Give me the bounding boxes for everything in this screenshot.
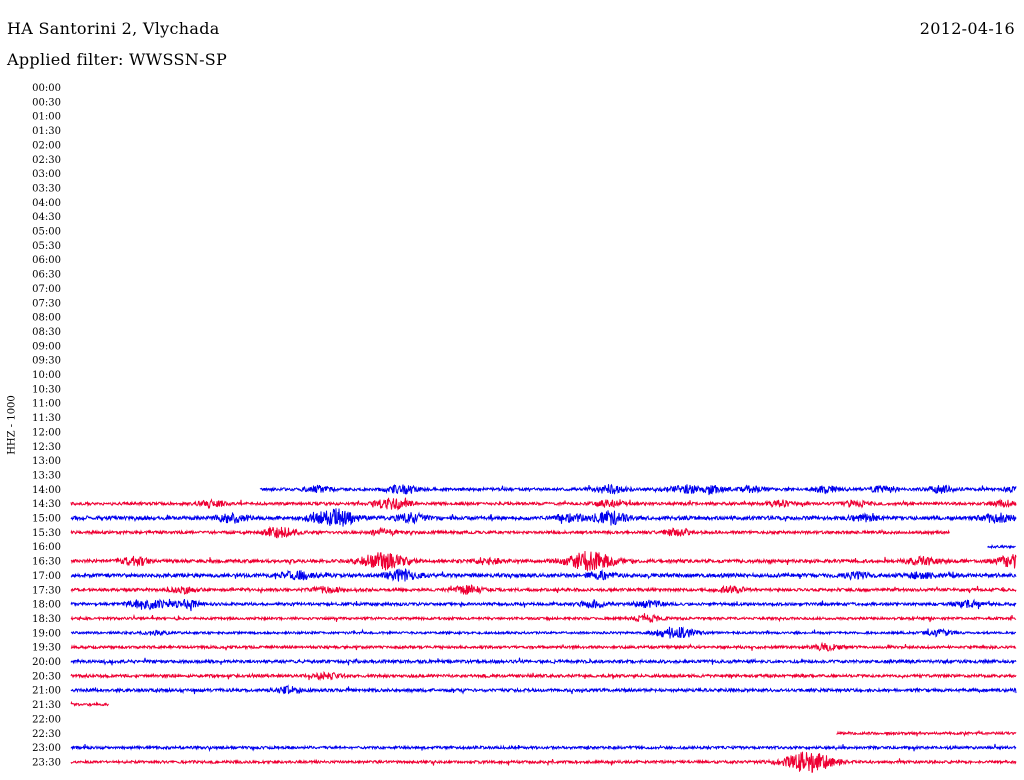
- trace-1700: [70, 568, 1017, 582]
- row-label-2130: 21:30: [32, 700, 61, 711]
- row-label-0130: 01:30: [32, 126, 61, 137]
- trace-2100: [70, 684, 1017, 695]
- row-time-labels: 00:00 00:30 01:00 01:30 02:00 02:30 03:00 03:30…: [32, 83, 61, 768]
- row-label-2300: 23:00: [32, 743, 61, 754]
- trace-2000: [70, 657, 1017, 666]
- row-label-1900: 19:00: [32, 628, 61, 639]
- row-label-1500: 15:00: [32, 514, 61, 525]
- trace-1400: [259, 483, 1017, 496]
- row-label-1300: 13:00: [32, 456, 61, 467]
- row-label-0800: 08:00: [32, 313, 61, 324]
- row-label-2030: 20:30: [32, 671, 61, 682]
- row-label-0930: 09:30: [32, 356, 61, 367]
- trace-1830: [70, 613, 1017, 623]
- row-label-0700: 07:00: [32, 284, 61, 295]
- trace-2130: [70, 700, 109, 708]
- row-label-1800: 18:00: [32, 600, 61, 611]
- trace-1730: [70, 584, 1017, 595]
- row-label-0300: 03:00: [32, 169, 61, 180]
- row-label-2000: 20:00: [32, 657, 61, 668]
- trace-1500: [70, 508, 1017, 527]
- row-label-1400: 14:00: [32, 485, 61, 496]
- trace-1530: [70, 525, 950, 539]
- row-label-1330: 13:30: [32, 470, 61, 481]
- row-label-1600: 16:00: [32, 542, 61, 553]
- row-label-1430: 14:30: [32, 499, 61, 510]
- row-label-1130: 11:30: [32, 413, 61, 424]
- row-label-1230: 12:30: [32, 442, 61, 453]
- row-label-1100: 11:00: [32, 399, 61, 410]
- trace-1430: [70, 497, 1017, 511]
- row-label-0830: 08:30: [32, 327, 61, 338]
- row-label-0500: 05:00: [32, 227, 61, 238]
- trace-1800: [70, 598, 1017, 612]
- row-label-0630: 06:30: [32, 270, 61, 281]
- trace-1900: [70, 626, 1017, 639]
- trace-2230: [836, 730, 1017, 737]
- row-label-1200: 12:00: [32, 427, 61, 438]
- row-label-1030: 10:30: [32, 384, 61, 395]
- row-label-0000: 00:00: [32, 83, 61, 94]
- row-label-2230: 22:30: [32, 729, 61, 740]
- row-label-1730: 17:30: [32, 585, 61, 596]
- trace-1930: [70, 641, 1017, 652]
- trace-2030: [70, 670, 1017, 682]
- row-label-2330: 23:30: [32, 757, 61, 768]
- row-label-0400: 04:00: [32, 198, 61, 209]
- row-label-1530: 15:30: [32, 528, 61, 539]
- date-label: 2012-04-16: [919, 19, 1015, 38]
- seismic-traces: [70, 483, 1017, 773]
- row-label-1830: 18:30: [32, 614, 61, 625]
- row-label-0330: 03:30: [32, 183, 61, 194]
- row-label-1930: 19:30: [32, 643, 61, 654]
- trace-1600: [987, 543, 1016, 550]
- trace-2300: [70, 743, 1017, 753]
- row-label-2100: 21:00: [32, 686, 61, 697]
- row-label-0530: 05:30: [32, 241, 61, 252]
- row-label-0100: 01:00: [32, 112, 61, 123]
- row-label-0430: 04:30: [32, 212, 61, 223]
- row-label-1700: 17:00: [32, 571, 61, 582]
- trace-2330: [70, 751, 1017, 773]
- station-title: HA Santorini 2, Vlychada: [7, 19, 220, 38]
- row-label-0600: 06:00: [32, 255, 61, 266]
- trace-1630: [70, 551, 1017, 572]
- row-label-0230: 02:30: [32, 155, 61, 166]
- row-label-1630: 16:30: [32, 557, 61, 568]
- row-label-1000: 10:00: [32, 370, 61, 381]
- row-label-0030: 00:30: [32, 97, 61, 108]
- row-label-0900: 09:00: [32, 341, 61, 352]
- row-label-0200: 02:00: [32, 140, 61, 151]
- row-label-0730: 07:30: [32, 298, 61, 309]
- row-label-2200: 22:00: [32, 714, 61, 725]
- filter-subtitle: Applied filter: WWSSN-SP: [7, 50, 228, 69]
